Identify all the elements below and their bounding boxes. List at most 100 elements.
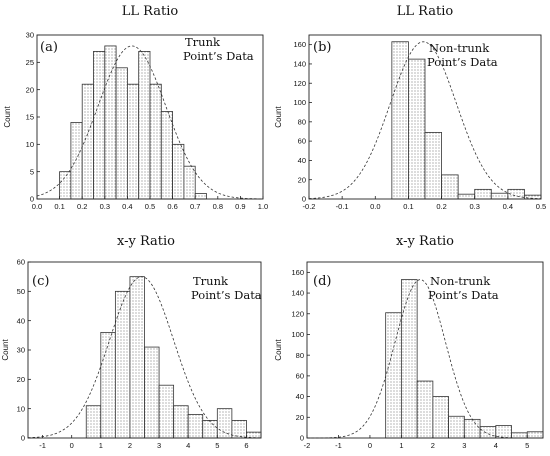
x-tick-label: 0.0 — [32, 202, 42, 211]
y-tick-label: 10 — [17, 404, 25, 413]
histogram-bar — [127, 83, 140, 200]
histogram-bar — [432, 396, 450, 439]
y-tick-label: 20 — [296, 413, 304, 422]
y-tick-label: 160 — [293, 40, 306, 49]
histogram-bar — [416, 380, 434, 439]
histogram-panel-1: LL Ratio 0.0 0.1 0.2 0.3 0.4 0.5 0.6 0.7 0.8 0.9 1.… — [3, 4, 268, 211]
y-tick-label: 20 — [26, 85, 34, 94]
annotation-text: Non-trunk — [430, 274, 491, 288]
panel-label: (d) — [313, 274, 331, 289]
y-tick-label: 0 — [300, 434, 304, 443]
x-tick-label: 0.3 — [100, 202, 110, 211]
histogram-bar — [463, 418, 481, 439]
y-tick-label: 10 — [26, 140, 34, 149]
histogram-panel-2: LL Ratio -0.2 -0.1 0.0 0.1 0.2 0.3 0.4 0.5 0 20 40 6… — [274, 4, 546, 211]
x-tick-label: 0.7 — [190, 202, 200, 211]
y-tick-label: 160 — [291, 268, 304, 277]
x-tick-label: 5 — [525, 441, 529, 450]
y-tick-label: 140 — [291, 289, 304, 298]
chart-title: x-y Ratio — [117, 234, 175, 249]
y-tick-label: 40 — [298, 156, 306, 165]
histogram-bar — [114, 290, 131, 439]
x-tick-label: 5 — [215, 441, 219, 450]
histogram-bar — [194, 193, 207, 200]
x-tick-label: 6 — [244, 441, 248, 450]
normal-fit-curve — [27, 276, 262, 439]
y-tick-label: 40 — [17, 316, 25, 325]
y-tick-label: 0 — [21, 434, 25, 443]
y-tick-label: 60 — [17, 258, 25, 267]
y-tick-label: 100 — [293, 98, 306, 107]
x-tick-label: 2 — [431, 441, 435, 450]
x-tick-label: 3 — [462, 441, 466, 450]
y-tick-label: 30 — [17, 346, 25, 355]
x-tick-label: 0.1 — [54, 202, 64, 211]
y-tick-label: 30 — [26, 31, 34, 40]
histogram-bar — [138, 51, 151, 200]
x-tick-label: -1 — [39, 441, 46, 450]
chart-title: LL Ratio — [397, 4, 454, 19]
y-tick-label: 80 — [296, 351, 304, 360]
y-tick-label: 120 — [293, 79, 306, 88]
y-tick-label: 0 — [302, 195, 306, 204]
x-tick-label: 0.5 — [536, 202, 546, 211]
x-tick-label: -0.2 — [303, 202, 316, 211]
histogram-bar — [149, 83, 162, 200]
y-axis-label: Count — [274, 339, 283, 361]
histogram-bar — [129, 276, 145, 439]
x-tick-label: 3 — [157, 441, 161, 450]
x-tick-label: 0 — [368, 441, 372, 450]
x-tick-label: 1.0 — [258, 202, 268, 211]
histogram-bar — [144, 346, 160, 439]
histogram-bar — [474, 188, 492, 200]
x-tick-label: 0.6 — [167, 202, 177, 211]
panel-label: (c) — [32, 274, 49, 289]
y-tick-label: 80 — [298, 117, 306, 126]
y-axis-label: Count — [3, 106, 12, 128]
annotation-text: Trunk — [193, 274, 229, 288]
histogram-bar — [400, 279, 418, 439]
histogram-bar — [59, 171, 72, 200]
y-tick-label: 140 — [293, 60, 306, 69]
chart-title: LL Ratio — [122, 4, 179, 19]
histogram-bar — [441, 174, 459, 200]
x-tick-label: -2 — [304, 441, 311, 450]
x-tick-label: 1 — [399, 441, 403, 450]
y-axis-label: Count — [1, 339, 10, 361]
normal-fit-curve — [308, 41, 542, 200]
x-tick-label: 4 — [186, 441, 190, 450]
panel-label: (b) — [313, 40, 331, 55]
x-tick-label: -0.1 — [336, 202, 349, 211]
y-tick-label: 40 — [296, 392, 304, 401]
x-tick-label: 0.8 — [213, 202, 223, 211]
histogram-bar — [479, 426, 497, 439]
y-tick-label: 120 — [291, 309, 304, 318]
annotation-text: Point’s Data — [191, 288, 262, 302]
y-tick-label: 60 — [296, 371, 304, 380]
x-tick-label: 2 — [128, 441, 132, 450]
normal-fit-curve — [36, 45, 264, 200]
x-tick-label: -1 — [335, 441, 342, 450]
plot-frame — [308, 34, 542, 200]
annotation-text: Point’s Data — [427, 55, 498, 69]
annotation-text: Trunk — [185, 35, 221, 49]
x-tick-label: 0.0 — [370, 202, 380, 211]
histogram-bar — [216, 408, 233, 439]
x-tick-label: 0.4 — [122, 202, 132, 211]
x-tick-label: 0.1 — [403, 202, 413, 211]
y-tick-label: 50 — [17, 287, 25, 296]
histogram-bar — [81, 83, 94, 200]
x-tick-label: 0.2 — [77, 202, 87, 211]
annotation-text: Non-trunk — [429, 41, 490, 55]
chart-title: x-y Ratio — [396, 234, 454, 249]
histogram-bar — [158, 384, 175, 439]
y-tick-label: 20 — [17, 375, 25, 384]
histogram-bar — [160, 111, 174, 200]
histogram-bar — [511, 432, 528, 439]
histogram-bar — [385, 312, 402, 439]
y-axis-label: Count — [274, 106, 283, 128]
histogram-bar — [490, 192, 509, 200]
panel-label: (a) — [40, 40, 58, 55]
